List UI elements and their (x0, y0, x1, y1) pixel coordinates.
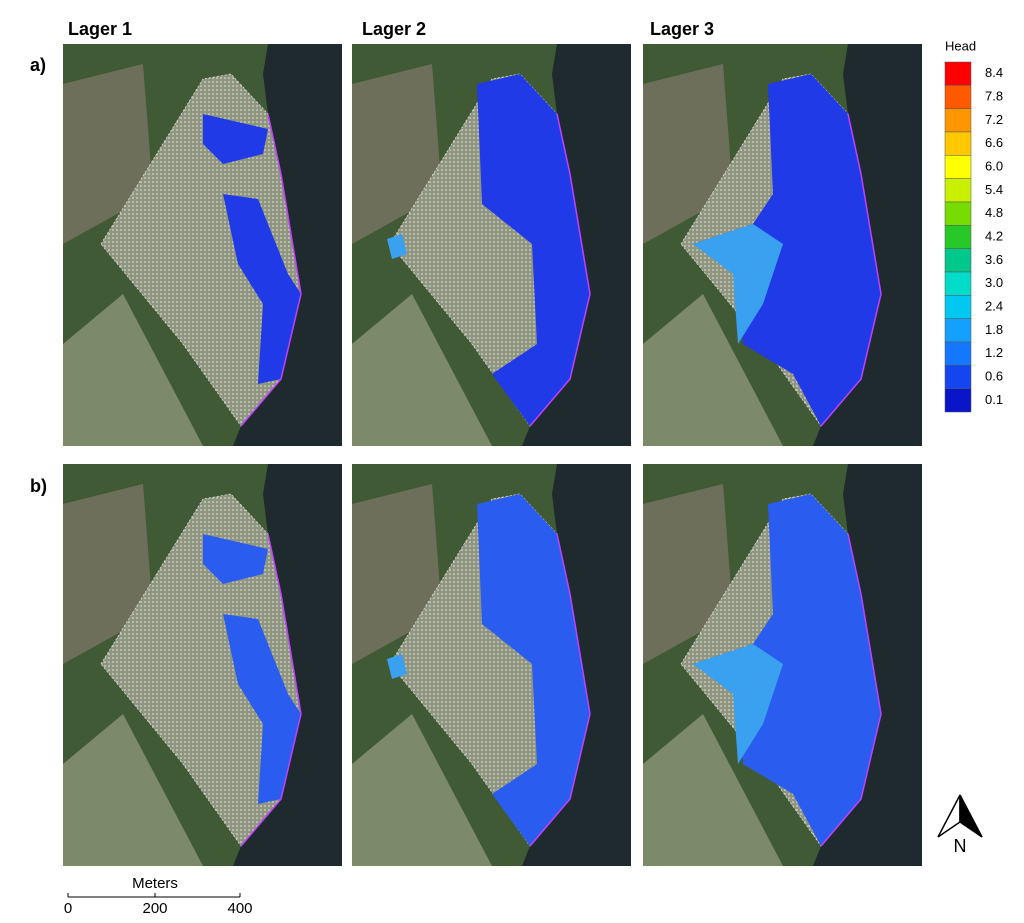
boundary (820, 113, 882, 427)
legend-label: 7.2 (985, 112, 1003, 127)
north-label: N (954, 836, 967, 856)
legend-swatch (944, 248, 972, 273)
map-panel (352, 44, 631, 446)
scale-title: Meters (132, 875, 178, 892)
scale-label: 0 (64, 900, 72, 917)
legend-swatch (944, 178, 972, 203)
legend-swatch (944, 295, 972, 319)
river (522, 464, 631, 866)
terrain (643, 294, 783, 446)
column-title: Lager 1 (68, 19, 132, 39)
head-area (387, 234, 407, 259)
terrain (352, 714, 492, 866)
grid-cells (101, 74, 301, 426)
river (233, 44, 342, 446)
terrain (643, 714, 783, 866)
map-panel (63, 44, 342, 446)
head-area (693, 74, 881, 426)
head-area (693, 494, 881, 846)
map-panel (643, 464, 922, 866)
legend-label: 2.4 (985, 298, 1003, 313)
legend-label: 4.8 (985, 205, 1003, 220)
head-area (693, 644, 783, 764)
legend: 8.4 7.8 7.2 6.6 6.0 5.4 4.8 4.2 3.6 3.0 2.4 1.8 1.2 0… (944, 61, 1003, 413)
legend-label: 6.0 (985, 158, 1003, 173)
legend-swatch (944, 318, 972, 343)
head-area (203, 534, 268, 584)
head-area (223, 614, 301, 804)
legend-label: 7.8 (985, 88, 1003, 103)
head-area (693, 224, 783, 344)
terrain (63, 714, 203, 866)
legend-swatch (944, 131, 972, 156)
head-area (223, 194, 301, 384)
legend-label: 0.6 (985, 368, 1003, 383)
legend-label: 6.6 (985, 135, 1003, 150)
boundary (240, 113, 302, 427)
boundary (529, 113, 591, 427)
map-panel (352, 464, 631, 866)
boundary (820, 533, 882, 847)
map-panel (63, 464, 342, 866)
legend-swatch (944, 85, 972, 109)
river (813, 44, 922, 446)
scale-label: 200 (142, 900, 167, 917)
row-label: a) (30, 55, 46, 75)
legend-swatch (944, 201, 972, 226)
head-area (477, 74, 590, 426)
river (813, 464, 922, 866)
legend-swatch (944, 108, 972, 133)
terrain (63, 294, 203, 446)
legend-label: 3.0 (985, 275, 1003, 290)
head-area (203, 114, 268, 164)
legend-swatch (944, 271, 972, 296)
legend-swatch (944, 388, 972, 413)
legend-swatch (944, 225, 972, 249)
map-panel (643, 44, 922, 446)
column-title: Lager 3 (650, 19, 714, 39)
scale-label: 400 (227, 900, 252, 917)
grid-cells (101, 494, 301, 846)
river (233, 464, 342, 866)
terrain (352, 294, 492, 446)
boundary (240, 533, 302, 847)
legend-label: 1.2 (985, 345, 1003, 360)
legend-swatch (944, 61, 972, 86)
legend-label: 1.8 (985, 322, 1003, 337)
legend-label: 4.2 (985, 228, 1003, 243)
river (522, 44, 631, 446)
legend-label: 0.1 (985, 392, 1003, 407)
boundary (529, 533, 591, 847)
legend-swatch (944, 155, 972, 179)
legend-swatch (944, 341, 972, 366)
head-area (387, 654, 407, 679)
head-area (477, 494, 590, 846)
row-label: b) (30, 476, 47, 496)
legend-label: 8.4 (985, 65, 1003, 80)
legend-title: Head (945, 38, 976, 53)
legend-label: 3.6 (985, 252, 1003, 267)
legend-swatch (944, 365, 972, 389)
column-title: Lager 2 (362, 19, 426, 39)
north-arrow (937, 794, 983, 838)
legend-label: 5.4 (985, 182, 1003, 197)
